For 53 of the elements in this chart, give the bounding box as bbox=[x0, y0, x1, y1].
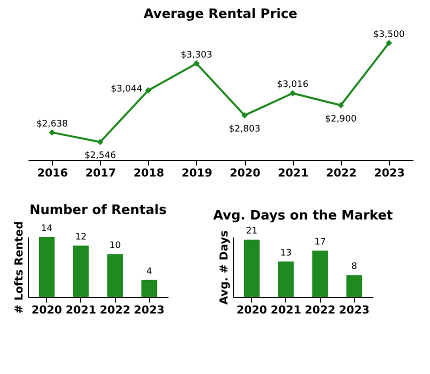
data-label: 14 bbox=[41, 224, 53, 234]
data-label: 13 bbox=[280, 248, 292, 259]
x-tick-label: 2022 bbox=[100, 304, 130, 316]
bar bbox=[73, 246, 89, 297]
x-tick-label: 2023 bbox=[134, 304, 165, 316]
data-label: 4 bbox=[146, 266, 152, 277]
point bbox=[97, 138, 104, 146]
data-label: $3,016 bbox=[276, 80, 309, 90]
point bbox=[386, 40, 392, 46]
data-label: 17 bbox=[314, 238, 326, 248]
data-label: 10 bbox=[109, 241, 122, 252]
x-tick-label: 2020 bbox=[230, 166, 261, 180]
x-tick-label: 2021 bbox=[66, 304, 96, 316]
data-label: 21 bbox=[246, 226, 258, 237]
x-tick-label: 2020 bbox=[236, 304, 268, 316]
y-axis-title: # Lofts Rented bbox=[12, 221, 26, 314]
chart-title: Number of Rentals bbox=[29, 202, 167, 218]
bar bbox=[38, 237, 55, 297]
data-label: $3,044 bbox=[110, 84, 143, 94]
data-label: $2,803 bbox=[228, 124, 260, 134]
data-label: $2,638 bbox=[36, 119, 68, 130]
point bbox=[193, 60, 200, 67]
bar bbox=[278, 262, 294, 297]
x-tick-label: 2019 bbox=[182, 166, 212, 180]
x-tick-label: 2023 bbox=[374, 166, 405, 180]
x-tick-label: 2017 bbox=[85, 166, 116, 180]
point bbox=[48, 129, 56, 136]
x-tick-label: 2021 bbox=[270, 304, 302, 316]
bar bbox=[312, 250, 328, 297]
data-label: $2,546 bbox=[84, 151, 116, 161]
data-label: $2,900 bbox=[325, 114, 357, 124]
x-tick-label: 2016 bbox=[37, 166, 68, 180]
x-tick-label: 2021 bbox=[278, 166, 308, 180]
point bbox=[290, 90, 296, 96]
point bbox=[338, 102, 344, 108]
bar bbox=[346, 275, 362, 297]
bar bbox=[141, 280, 158, 297]
point bbox=[241, 112, 248, 118]
x-tick-label: 2022 bbox=[326, 166, 357, 180]
x-tick-label: 2018 bbox=[134, 166, 164, 180]
data-label: $3,500 bbox=[373, 30, 405, 40]
data-label: $3,303 bbox=[180, 50, 212, 60]
data-label: 12 bbox=[75, 232, 87, 243]
x-tick-label: 2020 bbox=[31, 304, 62, 316]
bar bbox=[107, 254, 123, 297]
y-axis-title: Avg. # Days bbox=[218, 230, 230, 305]
x-tick-label: 2023 bbox=[338, 304, 370, 316]
bar bbox=[244, 240, 260, 297]
chart-title: Avg. Days on the Market bbox=[213, 208, 393, 224]
data-label: 8 bbox=[351, 262, 358, 272]
chart-title: Average Rental Price bbox=[144, 7, 298, 22]
point bbox=[145, 87, 152, 94]
x-tick-label: 2022 bbox=[304, 304, 336, 316]
